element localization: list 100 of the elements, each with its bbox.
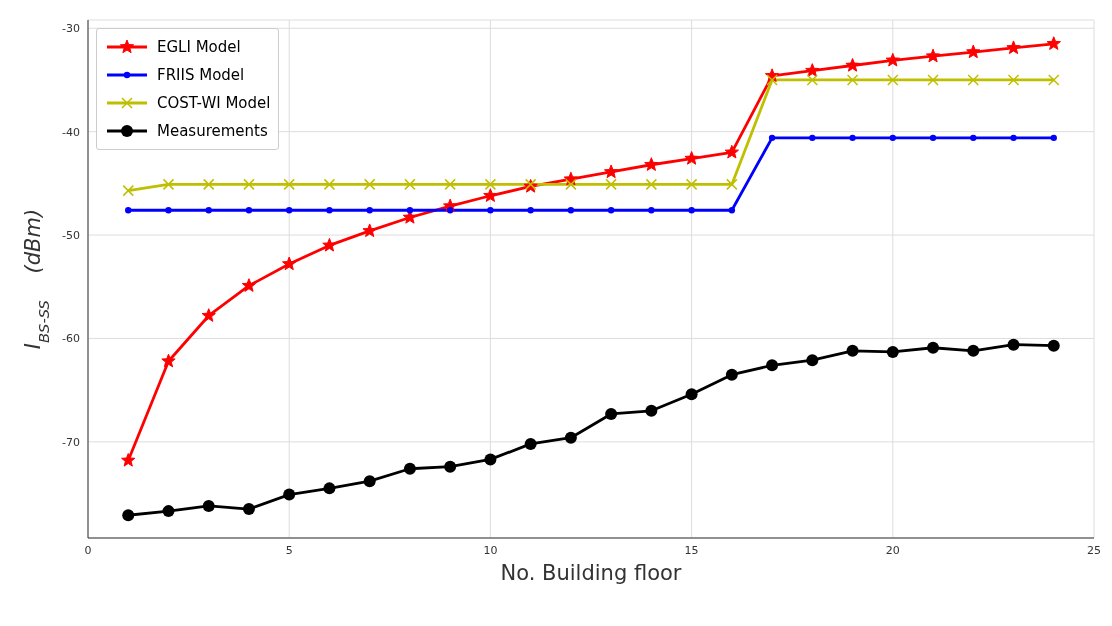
point [685,388,698,401]
x-tick-label: 25 [1087,543,1101,557]
point [444,178,456,191]
point [403,462,416,475]
point [967,74,980,86]
point [1006,40,1021,55]
y-tick-label: -40 [62,125,80,139]
point [563,171,579,186]
legend-label: Measurements [157,122,268,140]
legend-label: FRIIS Model [157,66,245,84]
point [366,207,373,214]
point [161,353,176,368]
point [927,341,940,354]
y-tick-label: -50 [62,228,80,242]
point [684,151,699,165]
point [846,344,859,357]
point [648,207,655,214]
point [886,345,899,358]
point [688,207,695,214]
point [607,207,615,214]
point [966,44,981,59]
point [605,178,617,191]
point [283,178,295,191]
point [125,207,132,214]
point [444,460,457,473]
y-tick-label: -30 [62,22,80,36]
y-tick-label: -70 [62,435,80,449]
point [1048,74,1060,86]
point [967,344,980,357]
point [322,237,337,252]
point [286,207,293,214]
point [245,207,253,214]
point [527,207,534,214]
point [205,207,212,214]
point [323,482,336,495]
point [1010,134,1017,142]
point [363,475,376,488]
point [122,184,134,197]
point [121,452,136,467]
point [887,74,899,86]
point [768,134,776,142]
point [889,134,896,142]
point [122,509,135,522]
point [849,134,856,142]
point [603,164,619,179]
point [165,207,172,214]
point [362,223,377,238]
point [406,207,414,214]
point [725,368,738,381]
point [487,207,494,214]
point [605,407,618,420]
point [1007,74,1020,86]
legend-label: EGLI Model [157,38,241,56]
point [242,503,255,516]
point [241,278,257,292]
point [565,178,577,191]
x-tick-label: 15 [684,543,699,557]
point [846,74,859,86]
point [484,453,497,466]
point [806,74,819,86]
point [726,178,738,191]
legend-label: COST-WI Model [157,94,271,112]
x-tick-label: 10 [483,543,498,557]
point [404,178,416,191]
point [809,134,816,142]
point [243,178,255,191]
x-tick-label: 20 [885,543,900,557]
point [326,207,333,214]
point [970,134,977,142]
x-tick-label: 5 [285,543,293,557]
point [162,505,175,518]
point [885,52,900,67]
y-tick-label: -60 [62,332,80,346]
point [1007,338,1020,351]
point [1047,339,1060,352]
point [766,359,779,372]
point [567,207,575,214]
x-axis-title: No. Building floor [500,561,682,585]
point [201,308,216,322]
point [323,178,336,191]
point [685,178,698,191]
point [644,157,659,171]
point [728,207,736,214]
point [202,178,215,191]
x-tick-label: 0 [84,543,92,557]
point [363,178,376,191]
point [446,207,454,214]
point [162,178,175,191]
point [645,404,658,417]
point [1050,134,1057,142]
point [929,134,937,142]
point [524,437,537,450]
point [282,256,297,271]
point [1046,36,1061,50]
point [925,48,941,63]
point [806,354,819,367]
point [724,144,739,159]
point [483,188,498,202]
point [805,63,820,77]
point [927,74,939,86]
